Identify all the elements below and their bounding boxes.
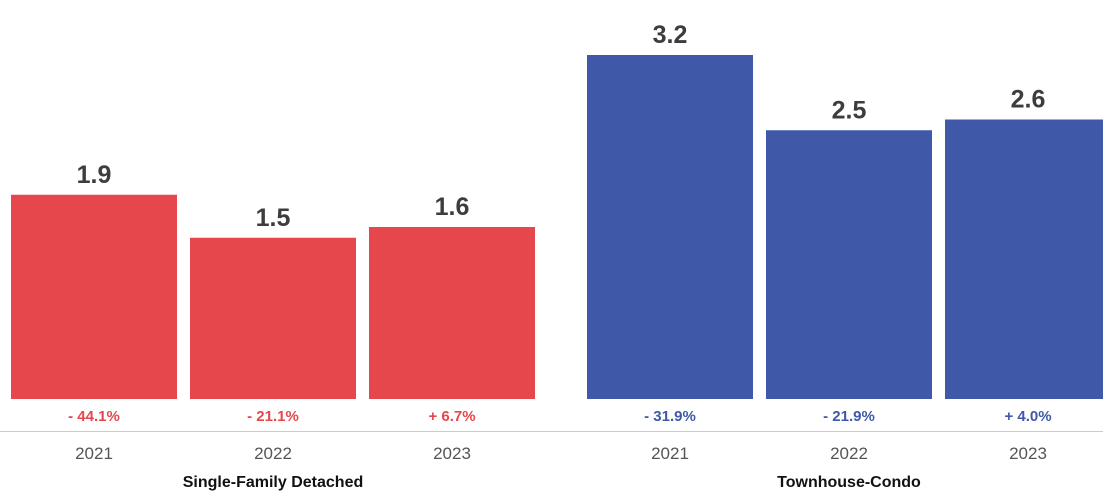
bar [369,227,535,399]
tick-label: 2022 [254,444,292,463]
bar [766,130,932,399]
data-label: 1.5 [256,204,291,232]
change-label: - 21.1% [247,408,299,425]
data-label: 1.6 [435,193,470,221]
group-label: Townhouse-Condo [777,474,921,491]
tick-label: 2023 [1009,444,1047,463]
change-label: + 6.7% [428,408,475,425]
data-label: 2.6 [1011,86,1046,114]
bar [190,237,356,399]
data-label: 2.5 [832,96,867,124]
tick-label: 2021 [651,444,689,463]
bar [945,119,1103,399]
change-label: + 4.0% [1004,408,1051,425]
change-label: - 44.1% [68,408,120,425]
bar [11,194,177,399]
change-label: - 21.9% [823,408,875,425]
change-label: - 31.9% [644,408,696,425]
tick-label: 2021 [75,444,113,463]
data-label: 1.9 [77,161,112,189]
tick-label: 2022 [830,444,868,463]
tick-label: 2023 [433,444,471,463]
data-label: 3.2 [653,21,688,49]
group-label: Single-Family Detached [183,474,364,491]
bar [587,55,753,399]
